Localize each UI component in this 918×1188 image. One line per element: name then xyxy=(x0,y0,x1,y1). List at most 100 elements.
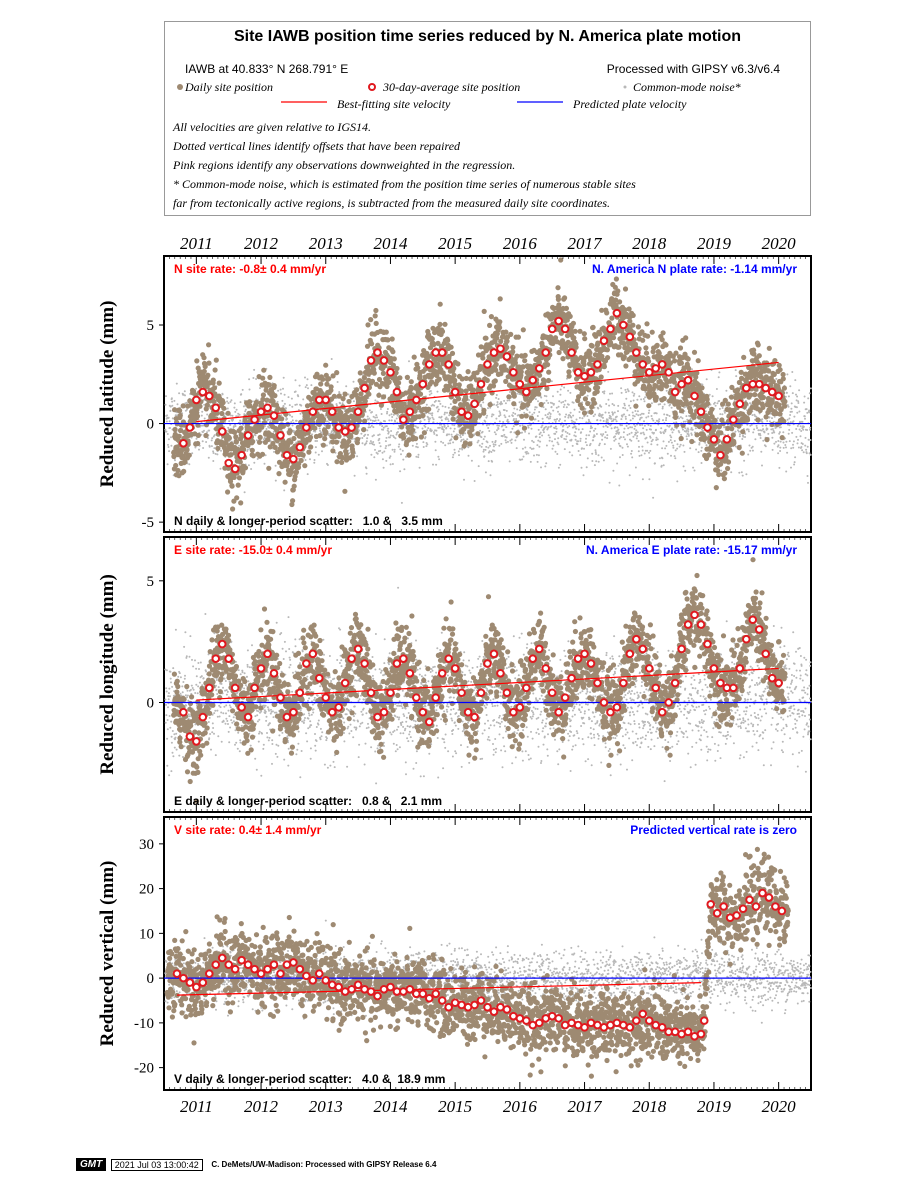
cmn-point xyxy=(739,433,741,436)
cmn-point xyxy=(526,409,529,411)
cmn-point xyxy=(282,376,285,379)
cmn-point xyxy=(639,424,642,427)
cmn-point xyxy=(365,440,368,443)
cmn-point xyxy=(495,394,498,396)
cmn-point xyxy=(184,394,186,397)
cmn-point xyxy=(612,469,615,472)
cmn-point xyxy=(408,360,410,363)
daily-point xyxy=(253,399,259,405)
cmn-point xyxy=(773,442,776,445)
cmn-point xyxy=(589,442,592,445)
daily-point xyxy=(325,424,331,430)
cmn-point xyxy=(244,408,247,411)
daily-point xyxy=(504,344,510,350)
cmn-point xyxy=(540,466,542,469)
cmn-point xyxy=(201,410,204,413)
cmn-point xyxy=(579,437,582,440)
daily-point xyxy=(389,336,395,342)
cmn-point xyxy=(505,426,508,429)
cmn-point xyxy=(424,436,427,439)
cmn-point xyxy=(624,417,627,420)
daily-point xyxy=(225,410,231,416)
cmn-point xyxy=(730,471,733,474)
cmn-point xyxy=(398,443,401,446)
cmn-point xyxy=(297,395,300,398)
cmn-point xyxy=(374,448,376,451)
cmn-point xyxy=(631,426,633,429)
cmn-point xyxy=(609,447,612,450)
cmn-point xyxy=(633,392,636,395)
cmn-point xyxy=(761,418,764,421)
daily-point xyxy=(513,420,519,426)
cmn-point xyxy=(282,404,285,407)
cmn-point xyxy=(808,409,811,412)
cmn-point xyxy=(393,448,396,451)
cmn-point xyxy=(716,402,719,405)
daily-point xyxy=(487,322,493,328)
cmn-point xyxy=(715,388,718,390)
cmn-point xyxy=(557,443,560,446)
cmn-point xyxy=(436,434,438,437)
cmn-point xyxy=(431,412,434,415)
cmn-point xyxy=(388,419,391,422)
cmn-point xyxy=(504,402,507,405)
daily-point xyxy=(330,448,336,454)
cmn-point xyxy=(512,411,515,414)
cmn-point xyxy=(170,397,173,400)
daily-point xyxy=(249,447,255,453)
cmn-point xyxy=(482,401,485,404)
cmn-point xyxy=(459,436,462,439)
cmn-point xyxy=(643,424,646,427)
daily-point xyxy=(256,439,263,445)
cmn-point xyxy=(803,395,806,398)
cmn-point xyxy=(599,419,602,422)
cmn-point xyxy=(570,438,573,441)
cmn-point xyxy=(567,389,570,392)
cmn-point xyxy=(661,457,664,460)
cmn-point xyxy=(759,434,762,437)
daily-point xyxy=(497,319,503,325)
daily-point xyxy=(350,449,356,455)
cmn-point xyxy=(432,431,435,434)
daily-point xyxy=(442,321,448,327)
cmn-point xyxy=(565,413,568,416)
daily-point xyxy=(448,344,454,350)
cmn-point xyxy=(533,454,535,457)
cmn-point xyxy=(164,428,167,431)
cmn-point xyxy=(419,420,422,423)
cmn-point xyxy=(493,431,496,434)
cmn-point xyxy=(557,410,559,413)
daily-point xyxy=(195,440,201,447)
cmn-point xyxy=(636,435,639,437)
cmn-point xyxy=(751,449,754,452)
cmn-point xyxy=(786,418,789,421)
cmn-point xyxy=(508,460,511,463)
cmn-point xyxy=(501,435,504,438)
cmn-point xyxy=(352,380,355,383)
cmn-point xyxy=(608,404,611,407)
cmn-point xyxy=(612,412,614,415)
daily-point xyxy=(408,379,414,385)
cmn-point xyxy=(801,420,804,423)
daily-point xyxy=(376,392,382,398)
cmn-point xyxy=(234,410,237,413)
daily-point xyxy=(366,391,372,397)
cmn-point xyxy=(532,447,535,450)
cmn-point xyxy=(467,454,470,457)
cmn-point xyxy=(725,389,728,392)
daily-point xyxy=(601,364,608,370)
cmn-point xyxy=(806,429,809,431)
cmn-point xyxy=(449,427,452,430)
cmn-point xyxy=(228,420,231,423)
cmn-point xyxy=(227,426,230,429)
note-3: Pink regions identify any observations d… xyxy=(173,158,516,172)
daily-point xyxy=(342,391,348,397)
cmn-point xyxy=(304,459,307,461)
daily-point xyxy=(426,406,432,412)
cmn-point xyxy=(580,466,583,469)
daily-point xyxy=(640,337,646,343)
cmn-point xyxy=(394,420,397,423)
cmn-point xyxy=(662,464,665,467)
cmn-point xyxy=(785,446,787,449)
cmn-point xyxy=(788,428,791,431)
